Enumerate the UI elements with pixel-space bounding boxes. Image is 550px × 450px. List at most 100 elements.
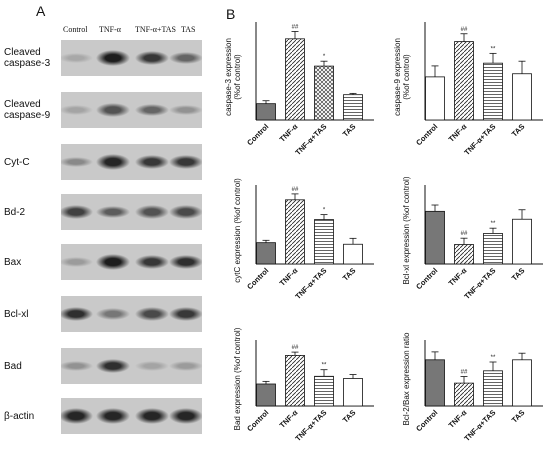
x-tick-label: TAS [510,408,527,425]
lane-header-tnf-tas: TNF-α+TAS [135,25,176,34]
significance-label: ## [461,231,468,237]
bar [256,242,276,265]
blot-label-line: Cleaved [4,99,41,110]
blot-label-line: β-actin [4,410,35,422]
significance-label: * [323,208,326,214]
bar [285,354,305,407]
bar [512,359,532,407]
x-tick-label: TAS [341,122,358,139]
blot-strip [61,40,202,76]
x-tick-label: Control [414,408,439,433]
bar [425,210,445,265]
blot-strip [61,144,202,180]
blot-strip [61,398,202,434]
bar [483,370,503,407]
x-tick-label: TNF-α+TAS [462,122,497,157]
y-axis-label: Bad expression (%of control) [233,327,242,430]
x-tick-label: Control [245,122,270,147]
y-axis-label: (%of control) [233,54,242,100]
significance-label: ** [491,46,496,52]
blot-label: Bd-2 [4,207,25,218]
bar [343,94,363,121]
x-tick-label: Control [414,266,439,291]
lane-header-tnf: TNF-α [99,25,121,34]
panel-b-letter: B [226,6,236,22]
bar [512,73,532,121]
blot-strip [61,92,202,128]
blot-label-line: Bad [4,360,22,372]
blot-label: Bad [4,361,22,372]
significance-label: ## [292,187,299,193]
x-tick-label: Control [414,122,439,147]
significance-label: ## [461,27,468,33]
panel-a-letter: A [36,3,46,19]
bar [425,359,445,407]
x-tick-label: Control [245,408,270,433]
blot-label: Cleaved caspase-3 [4,47,50,69]
bar [314,375,334,407]
bar [285,38,305,121]
blot-strip [61,296,202,332]
x-tick-label: TNF-α [278,122,300,144]
significance-label: ## [461,370,468,376]
bar [314,219,334,265]
blot-label: Cleaved caspase-9 [4,99,50,121]
blot-label-line: caspase-9 [4,110,51,121]
significance-label: ** [322,363,327,369]
blot-label: Bcl-xl [4,309,28,320]
x-tick-label: TNF-α+TAS [293,408,328,443]
bar [425,76,445,121]
significance-label: ## [292,24,299,30]
x-tick-label: TAS [510,266,527,283]
x-tick-label: TNF-α+TAS [462,266,497,301]
significance-label: ** [491,221,496,227]
bar [454,382,474,407]
bar [454,244,474,265]
x-tick-label: TNF-α [278,408,300,430]
blot-label: β-actin [4,411,34,422]
x-tick-label: TNF-α+TAS [293,122,328,157]
bar [483,233,503,265]
blot-strip [61,244,202,280]
x-tick-label: TNF-α [447,122,469,144]
x-tick-label: TNF-α+TAS [462,408,497,443]
blot-label: Cyt-C [4,157,30,168]
x-tick-label: Control [245,266,270,291]
blot-strip [61,194,202,230]
x-tick-label: TNF-α+TAS [293,266,328,301]
bar [256,383,276,407]
blot-label-line: caspase-3 [4,58,51,69]
y-axis-label: caspase-3 expression [224,38,233,116]
lane-header-tas: TAS [181,25,196,34]
y-axis-label: cytC expression (%of control) [233,178,242,283]
blot-label-line: Bd-2 [4,206,26,218]
bar [483,62,503,121]
blot-label-line: Bcl-xl [4,308,29,320]
bar [256,103,276,121]
x-tick-label: TAS [510,122,527,139]
x-tick-label: TNF-α [278,266,300,288]
blot-label-line: Cleaved [4,47,41,58]
bar [314,65,334,121]
x-tick-label: TAS [341,266,358,283]
x-tick-label: TNF-α [447,266,469,288]
bar [512,218,532,265]
bar [285,199,305,265]
significance-label: * [323,54,326,60]
y-axis-label: Bcl-2/Bax expression ratio [402,332,411,425]
blot-label: Bax [4,257,21,268]
bar [343,378,363,407]
blot-label-line: Bax [4,256,22,268]
y-axis-label: (%of control) [402,54,411,100]
lane-header-control: Control [63,25,88,34]
y-axis-label: caspase-9 expression [393,38,402,116]
x-tick-label: TNF-α [447,408,469,430]
blot-label-line: Cyt-C [4,156,30,168]
significance-label: ** [491,355,496,361]
bar [343,243,363,265]
significance-label: ## [292,345,299,351]
bar [454,41,474,121]
x-tick-label: TAS [341,408,358,425]
y-axis-label: Bcl-xl expression (%of control) [402,176,411,284]
